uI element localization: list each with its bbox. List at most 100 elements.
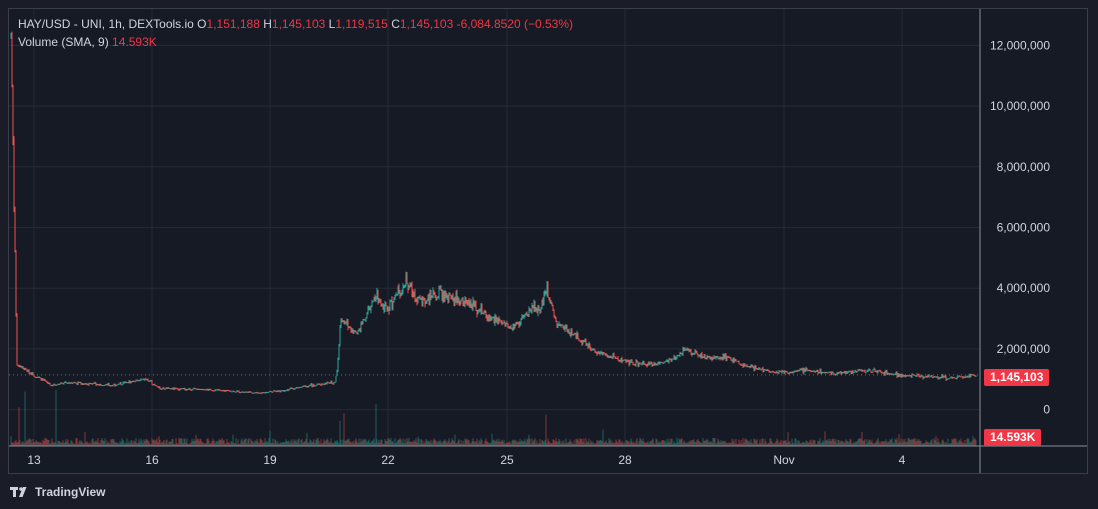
volume-bar — [557, 441, 559, 446]
candle-body — [765, 369, 767, 371]
candle-body — [700, 353, 702, 357]
candle-body — [845, 371, 847, 374]
volume-bar — [286, 440, 288, 446]
volume-bar — [924, 442, 926, 446]
tradingview-branding[interactable]: TradingView — [10, 483, 105, 501]
candle-body — [644, 363, 646, 365]
volume-bar — [309, 439, 311, 446]
volume-bar — [932, 443, 934, 446]
volume-bar — [753, 438, 755, 446]
candle-body — [377, 291, 379, 302]
volume-bar — [610, 439, 612, 446]
candle-body — [331, 381, 333, 384]
volume-bar — [264, 438, 266, 446]
candle-body — [48, 382, 50, 384]
time-axis[interactable]: 13 16 19 22 25 28 Nov 4 — [27, 453, 905, 467]
candle-body — [597, 351, 599, 354]
volume-bar — [367, 440, 369, 446]
volume-bar — [157, 442, 159, 446]
volume-bar — [416, 442, 418, 446]
volume-bar — [330, 438, 332, 446]
volume-bar — [171, 439, 173, 446]
candle-body — [176, 388, 178, 390]
volume-bar — [133, 440, 135, 446]
candle-body — [416, 300, 418, 302]
price-axis[interactable]: 12,000,00010,000,0008,000,0006,000,0004,… — [990, 38, 1050, 416]
volume-bar — [948, 443, 950, 446]
candle-body — [167, 387, 169, 389]
volume-bar — [469, 443, 471, 446]
volume-bar — [358, 438, 360, 446]
candle-body — [445, 291, 447, 297]
symbol-title[interactable]: HAY/USD - UNI, 1h, DEXTools.io — [18, 17, 194, 31]
candle-body — [791, 372, 793, 374]
volume-bar — [585, 438, 587, 446]
volume-bar — [935, 436, 937, 446]
volume-bar — [203, 443, 205, 446]
volume-bar — [907, 438, 909, 446]
candle-body — [806, 368, 808, 371]
volume-bar — [660, 441, 662, 446]
candle-body — [259, 392, 261, 394]
candle-body — [453, 301, 455, 305]
volume-bar — [904, 438, 906, 446]
volume-bar — [846, 440, 848, 446]
volume-bar — [807, 442, 809, 446]
candle-body — [231, 391, 233, 393]
candle-body — [792, 372, 794, 374]
volume-bar — [321, 443, 323, 446]
volume-bar — [790, 443, 792, 446]
volume-bar — [302, 442, 304, 446]
candle-body — [810, 370, 812, 372]
candle-body — [764, 369, 766, 371]
volume-bar — [641, 440, 643, 446]
volume-bar — [368, 439, 370, 446]
volume-bar — [472, 438, 474, 446]
volume-bar — [560, 443, 562, 446]
volume-bar — [725, 442, 727, 446]
volume-bar — [162, 441, 164, 446]
candle-body — [836, 372, 838, 375]
candle-body — [952, 377, 954, 379]
volume-bar — [50, 442, 52, 446]
volume-bar — [185, 442, 187, 446]
volume-indicator-label[interactable]: Volume (SMA, 9) — [18, 35, 109, 49]
candle-body — [819, 369, 821, 373]
volume-bar — [405, 442, 407, 446]
volume-bar — [749, 442, 751, 446]
volume-bar — [785, 440, 787, 446]
candle-body — [477, 310, 479, 315]
volume-bar — [126, 438, 128, 446]
volume-bar — [180, 438, 182, 446]
volume-bar — [769, 438, 771, 446]
price-chart[interactable]: 12,000,00010,000,0008,000,0006,000,0004,… — [9, 9, 1087, 473]
chart-frame[interactable]: 12,000,000 10,000,000 8,000,000 6,000,000 4,… — [8, 8, 1088, 474]
candle-body — [668, 359, 670, 363]
candle-body — [109, 385, 111, 387]
volume-bar — [71, 441, 73, 446]
candle-body — [515, 322, 517, 325]
candle-body — [497, 318, 499, 323]
volume-bar — [396, 441, 398, 446]
volume-bar — [961, 442, 963, 446]
volume-bar — [266, 440, 268, 446]
volume-bar — [678, 438, 680, 446]
volume-bar — [940, 443, 942, 446]
volume-bar — [58, 441, 60, 446]
candle-body — [318, 383, 320, 385]
candle-body — [233, 390, 235, 392]
candle-body — [337, 358, 339, 371]
volume-bar — [628, 441, 630, 446]
candle-body — [576, 332, 578, 339]
volume-bar — [390, 438, 392, 446]
volume-bar — [193, 438, 195, 446]
volume-bar — [912, 439, 914, 446]
candle-body — [667, 360, 669, 363]
candle-body — [207, 389, 209, 391]
candle-body — [594, 349, 596, 353]
candle-body — [74, 382, 76, 384]
volume-bar — [869, 440, 871, 446]
volume-bar — [289, 443, 291, 446]
candle-body — [385, 303, 387, 306]
candle-body — [292, 388, 294, 390]
